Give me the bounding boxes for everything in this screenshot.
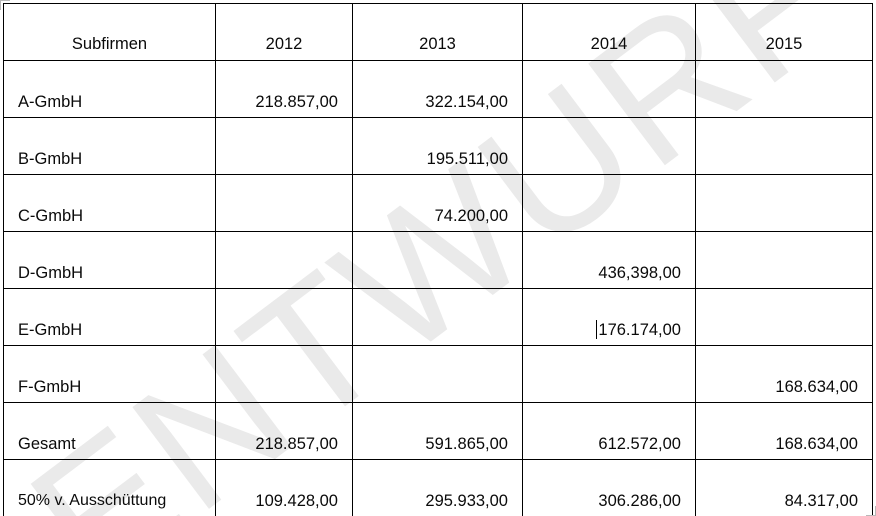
value-2015: 168.634,00	[775, 377, 858, 396]
value-cell-2012[interactable]	[215, 117, 353, 175]
table-row: D-GmbH 436,398,00	[3, 231, 873, 289]
value-2014: 176.174,00	[598, 320, 681, 339]
value-cell-2015[interactable]	[695, 60, 873, 118]
value-cell-2014[interactable]	[522, 345, 696, 403]
header-label-2014: 2014	[590, 34, 628, 53]
value-cell-2015[interactable]: 84.317,00	[695, 459, 873, 516]
row-label-cell[interactable]: A-GmbH	[3, 60, 216, 118]
value-cell-2012[interactable]: 218.857,00	[215, 60, 353, 118]
row-label-cell[interactable]: B-GmbH	[3, 117, 216, 175]
financial-table: Subfirmen 2012 2013	[3, 3, 873, 516]
row-label-cell[interactable]: F-GmbH	[3, 345, 216, 403]
value-cell-2014[interactable]: 176.174,00	[522, 288, 696, 346]
value-2013: 195.511,00	[426, 149, 508, 168]
row-label: E-GmbH	[18, 320, 83, 339]
row-label-cell[interactable]: 50% v. Ausschüttung	[3, 459, 216, 516]
value-2015: 168.634,00	[775, 434, 858, 453]
text-caret	[596, 320, 598, 339]
row-label-cell[interactable]: C-GmbH	[3, 174, 216, 232]
value-cell-2014[interactable]: 436,398,00	[522, 231, 696, 289]
value-cell-2014[interactable]	[522, 60, 696, 118]
header-label-2013: 2013	[419, 34, 456, 53]
value-cell-2012[interactable]: 109.428,00	[215, 459, 353, 516]
value-cell-2015[interactable]	[695, 288, 873, 346]
row-label: C-GmbH	[18, 206, 84, 225]
value-2013: 322.154,00	[425, 92, 508, 111]
value-cell-2015[interactable]	[695, 231, 873, 289]
value-2014: 436,398,00	[598, 263, 681, 282]
value-cell-2013[interactable]	[352, 345, 523, 403]
value-cell-2012[interactable]	[215, 288, 353, 346]
value-cell-2013[interactable]: 195.511,00	[352, 117, 523, 175]
value-2015: 84.317,00	[784, 491, 858, 510]
value-2014: 612.572,00	[598, 434, 681, 453]
row-label: D-GmbH	[18, 263, 84, 282]
row-label: 50% v. Ausschüttung	[18, 492, 167, 510]
header-cell-2012[interactable]: 2012	[215, 3, 353, 61]
table-row-total: Gesamt 218.857,00 591.865,00 612.572,00 …	[3, 402, 873, 460]
row-label-cell[interactable]: E-GmbH	[3, 288, 216, 346]
header-cell-2015[interactable]: 2015	[695, 3, 873, 61]
table-move-handle-icon[interactable]	[0, 0, 10, 10]
header-cell-subfirmen[interactable]: Subfirmen	[3, 3, 216, 61]
value-cell-2015[interactable]	[695, 174, 873, 232]
header-cell-2014[interactable]: 2014	[522, 3, 696, 61]
table-row: C-GmbH 74.200,00	[3, 174, 873, 232]
value-cell-2015[interactable]	[695, 117, 873, 175]
value-2014: 306.286,00	[598, 491, 681, 510]
value-cell-2012[interactable]	[215, 345, 353, 403]
value-2012: 218.857,00	[255, 92, 338, 111]
value-2012: 109.428,00	[255, 491, 338, 510]
row-label: A-GmbH	[18, 92, 83, 111]
value-2013: 74.200,00	[434, 206, 508, 225]
value-cell-2012[interactable]: 218.857,00	[215, 402, 353, 460]
value-cell-2014[interactable]: 306.286,00	[522, 459, 696, 516]
table-row: E-GmbH 176.174,00	[3, 288, 873, 346]
value-cell-2013[interactable]: 322.154,00	[352, 60, 523, 118]
table-row: F-GmbH 168.634,00	[3, 345, 873, 403]
row-label: Gesamt	[18, 434, 76, 453]
value-2012: 218.857,00	[255, 434, 338, 453]
value-2013: 591.865,00	[425, 434, 508, 453]
table-row: B-GmbH 195.511,00	[3, 117, 873, 175]
row-label-cell[interactable]: Gesamt	[3, 402, 216, 460]
value-cell-2014[interactable]	[522, 117, 696, 175]
value-cell-2012[interactable]	[215, 231, 353, 289]
row-label: F-GmbH	[18, 377, 82, 396]
value-cell-2015[interactable]: 168.634,00	[695, 402, 873, 460]
value-cell-2013[interactable]	[352, 288, 523, 346]
table-row: A-GmbH 218.857,00 322.154,00	[3, 60, 873, 118]
value-cell-2013[interactable]: 591.865,00	[352, 402, 523, 460]
value-cell-2014[interactable]: 612.572,00	[522, 402, 696, 460]
row-label-cell[interactable]: D-GmbH	[3, 231, 216, 289]
value-2013: 295.933,00	[425, 491, 508, 510]
table-row-payout: 50% v. Ausschüttung 109.428,00 295.933,0…	[3, 459, 873, 516]
value-cell-2013[interactable]: 74.200,00	[352, 174, 523, 232]
header-label-2015: 2015	[765, 34, 803, 53]
header-label-subfirmen: Subfirmen	[71, 34, 148, 53]
value-cell-2014[interactable]	[522, 174, 696, 232]
table-header-row: Subfirmen 2012 2013	[3, 3, 873, 61]
value-cell-2013[interactable]	[352, 231, 523, 289]
header-label-2012: 2012	[265, 34, 303, 53]
value-cell-2012[interactable]	[215, 174, 353, 232]
value-cell-2015[interactable]: 168.634,00	[695, 345, 873, 403]
financial-table-container: Subfirmen 2012 2013	[3, 3, 873, 516]
row-label: B-GmbH	[18, 149, 83, 168]
value-cell-2013[interactable]: 295.933,00	[352, 459, 523, 516]
header-cell-2013[interactable]: 2013	[352, 3, 523, 61]
table-resize-handle-icon[interactable]	[866, 506, 876, 516]
